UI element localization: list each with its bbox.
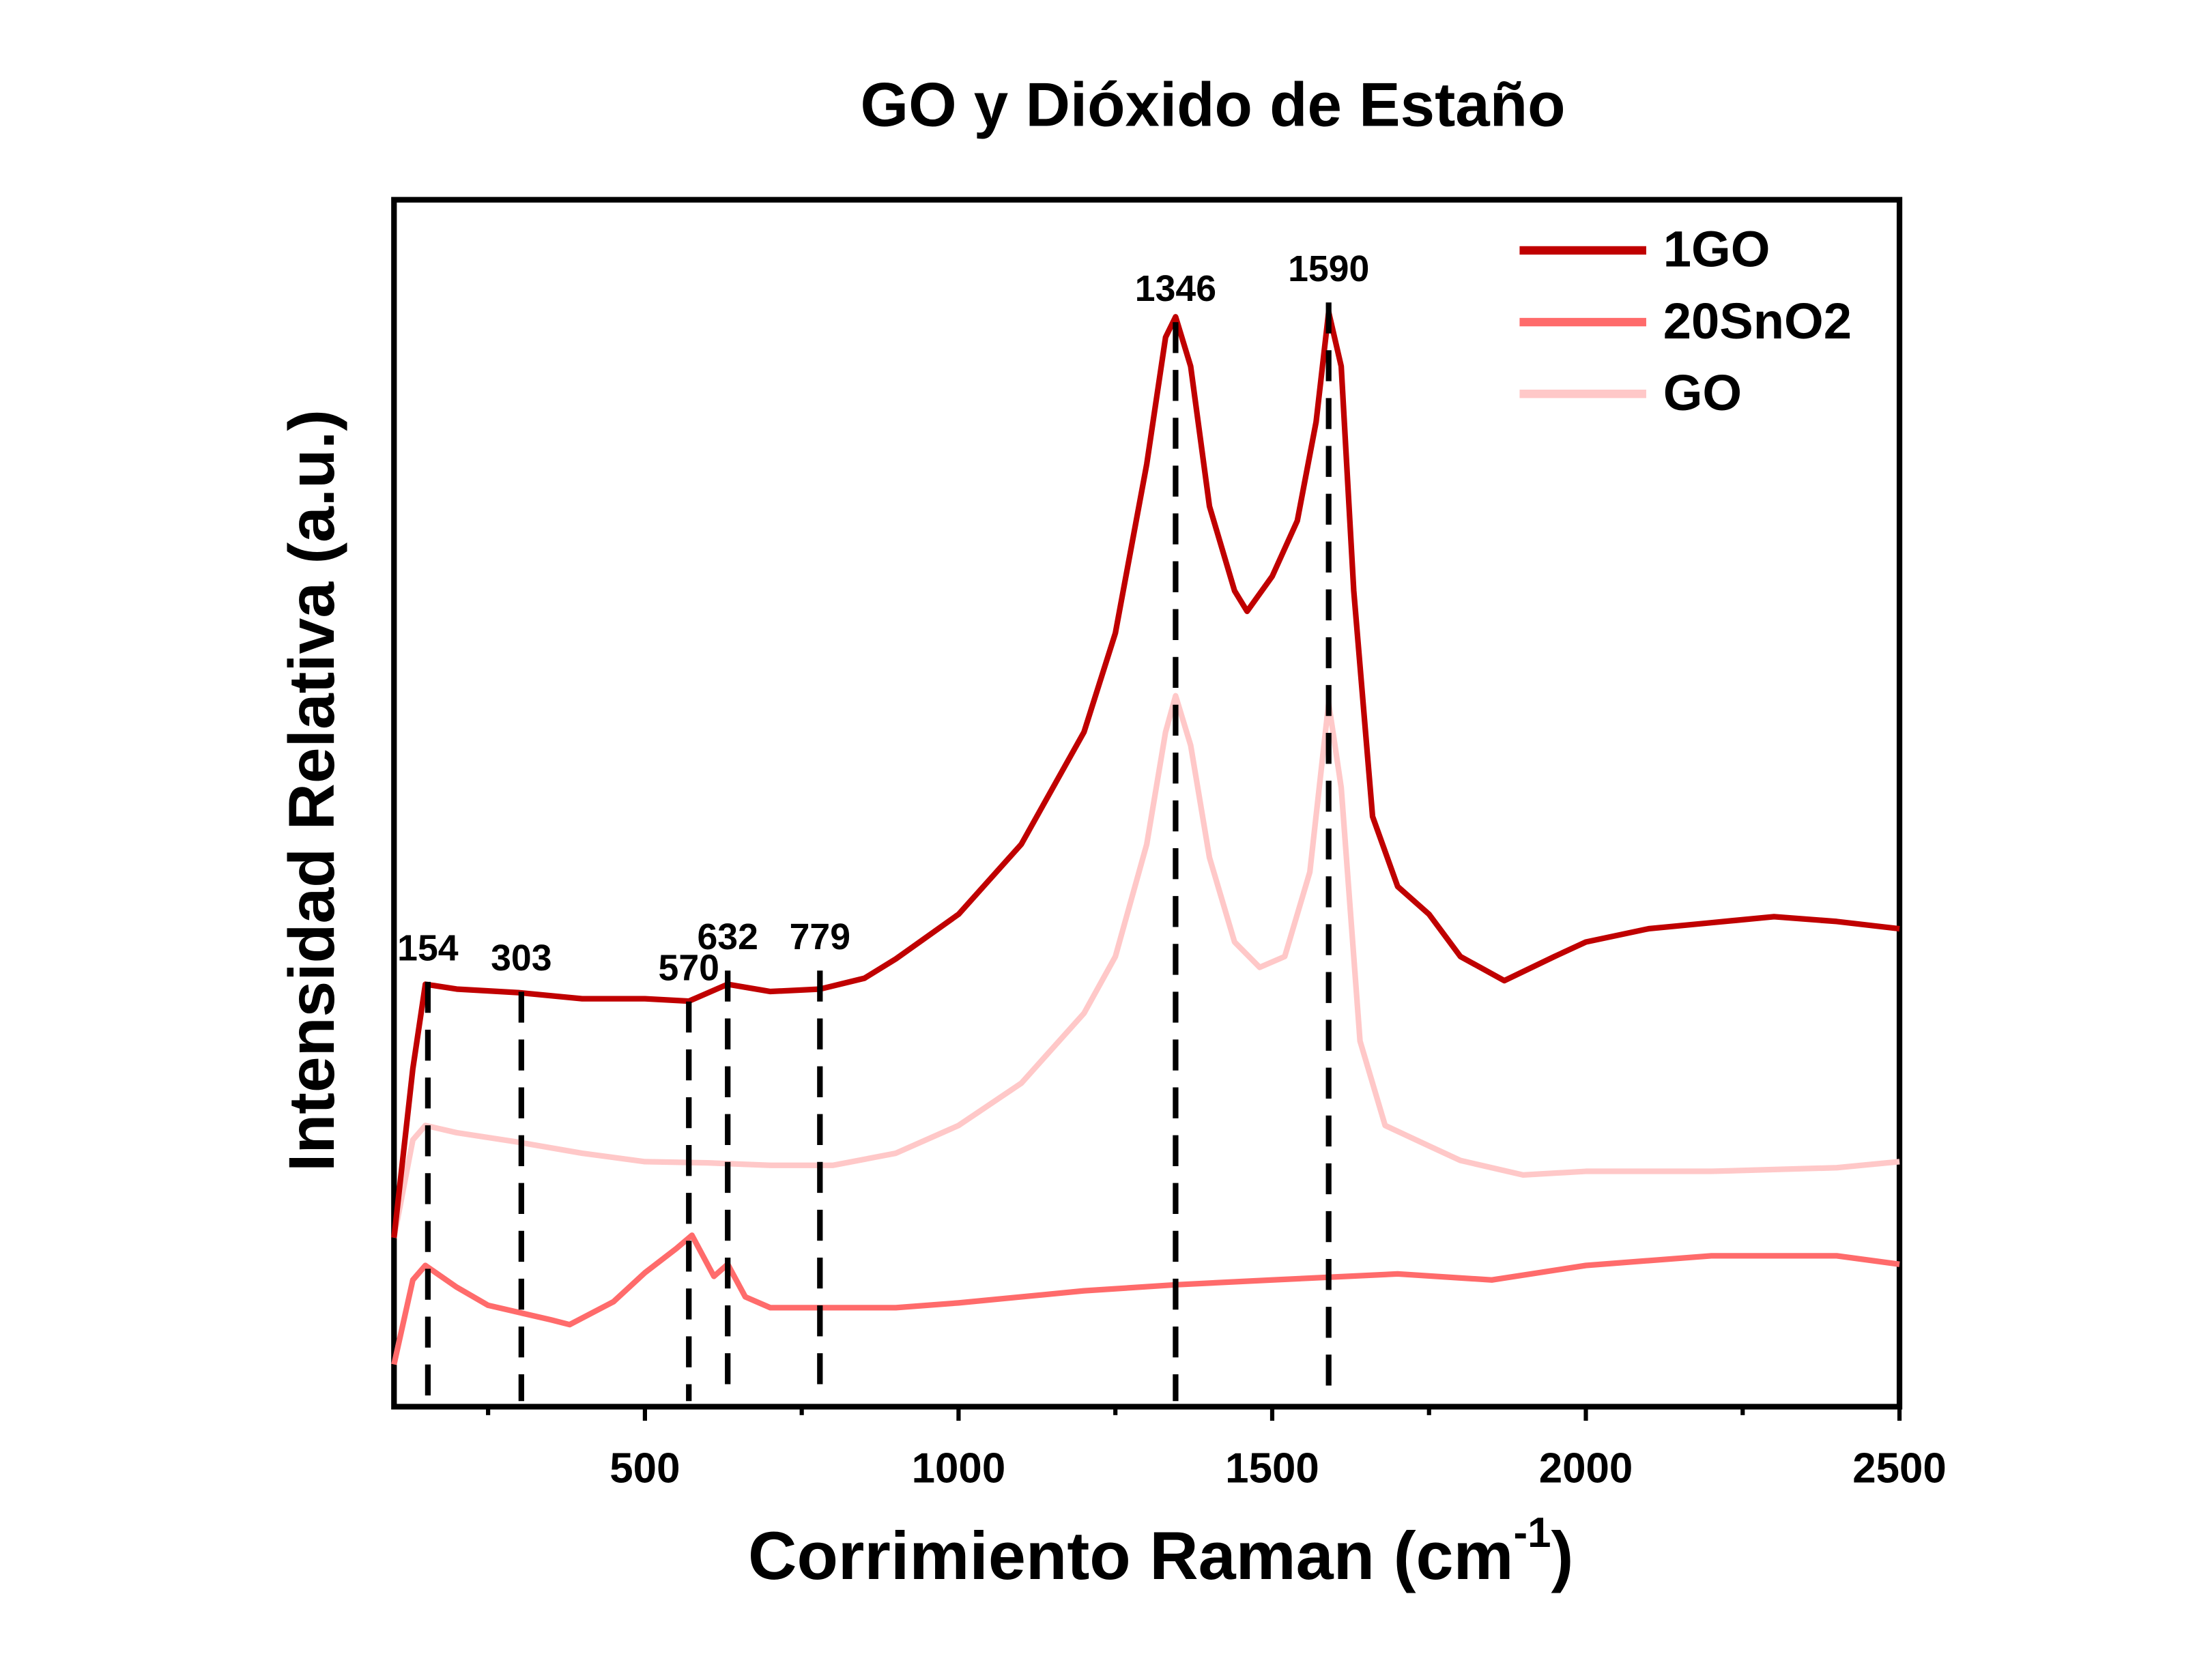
legend-label: 1GO (1663, 221, 1770, 278)
peak-label: 154 (397, 928, 459, 969)
x-tick-label: 1500 (1225, 1445, 1319, 1492)
x-tick-label: 2500 (1852, 1445, 1947, 1492)
x-tick-label: 1000 (912, 1445, 1006, 1492)
chart-title: GO y Dióxido de Estaño (861, 71, 1566, 140)
x-tick-label: 500 (609, 1445, 680, 1492)
x-label-text: Corrimiento Raman (cm (748, 1518, 1514, 1593)
y-axis-label: Intensidad Relativa (a.u.) (276, 409, 348, 1172)
peak-label: 570 (659, 948, 719, 989)
peak-label: 632 (698, 916, 758, 957)
series-line (391, 1232, 1900, 1365)
peak-label: 779 (790, 916, 850, 957)
x-tick-label: 2000 (1539, 1445, 1633, 1492)
peak-label: 303 (491, 938, 551, 979)
peak-label: 1346 (1135, 268, 1216, 309)
x-label-suffix: ) (1551, 1518, 1574, 1593)
plot-frame (391, 197, 1903, 1410)
x-axis-label: Corrimiento Raman (cm-1) (748, 1509, 1573, 1593)
legend-label: GO (1663, 364, 1742, 421)
series-line (391, 309, 1900, 1239)
peak-label: 1590 (1288, 248, 1369, 289)
legend-label: 20SnO2 (1663, 293, 1852, 349)
series-line (391, 693, 1900, 1239)
x-label-sup: -1 (1514, 1509, 1551, 1556)
